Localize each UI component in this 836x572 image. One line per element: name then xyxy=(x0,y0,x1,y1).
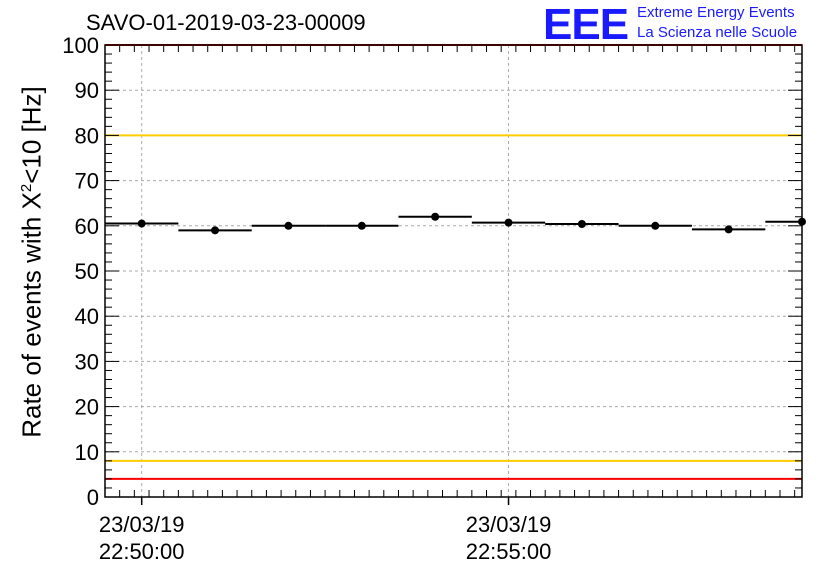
data-point xyxy=(211,226,220,235)
axis-ticks xyxy=(104,44,802,505)
y-tick-label: 100 xyxy=(62,33,99,58)
data-point xyxy=(651,221,660,230)
logo-line-2: La Scienza nelle Scuole xyxy=(637,24,798,41)
data-point xyxy=(724,225,733,234)
data-point xyxy=(357,221,366,230)
logo-line-1: Extreme Energy Events xyxy=(637,4,795,21)
data-point xyxy=(284,221,293,230)
chart-title: SAVO-01-2019-03-23-00009 xyxy=(86,10,366,35)
y-tick-label: 40 xyxy=(75,304,99,329)
reference-lines xyxy=(105,44,802,480)
y-tick-label: 0 xyxy=(87,485,99,510)
y-tick-label: 20 xyxy=(75,395,99,420)
x-tick-label-time: 22:55:00 xyxy=(466,539,552,564)
eee-logo: EEE xyxy=(543,0,629,49)
y-tick-label: 90 xyxy=(75,78,99,103)
y-tick-label: 50 xyxy=(75,259,99,284)
y-tick-label: 80 xyxy=(75,123,99,148)
data-point xyxy=(798,217,806,226)
y-tick-label: 70 xyxy=(75,169,99,194)
data-point xyxy=(504,218,513,227)
data-point xyxy=(137,219,146,228)
y-tick-label: 60 xyxy=(75,214,99,239)
x-tick-label-date: 23/03/19 xyxy=(466,512,552,537)
data-series xyxy=(105,212,806,235)
data-point xyxy=(431,212,440,221)
data-point xyxy=(577,219,586,228)
tick-labels: 010203040506070809010023/03/1922:50:0023… xyxy=(62,33,551,564)
y-tick-label: 10 xyxy=(75,440,99,465)
x-tick-label-date: 23/03/19 xyxy=(99,512,185,537)
grid-layer xyxy=(105,45,802,497)
y-tick-label: 30 xyxy=(75,349,99,374)
x-tick-label-time: 22:50:00 xyxy=(99,539,185,564)
